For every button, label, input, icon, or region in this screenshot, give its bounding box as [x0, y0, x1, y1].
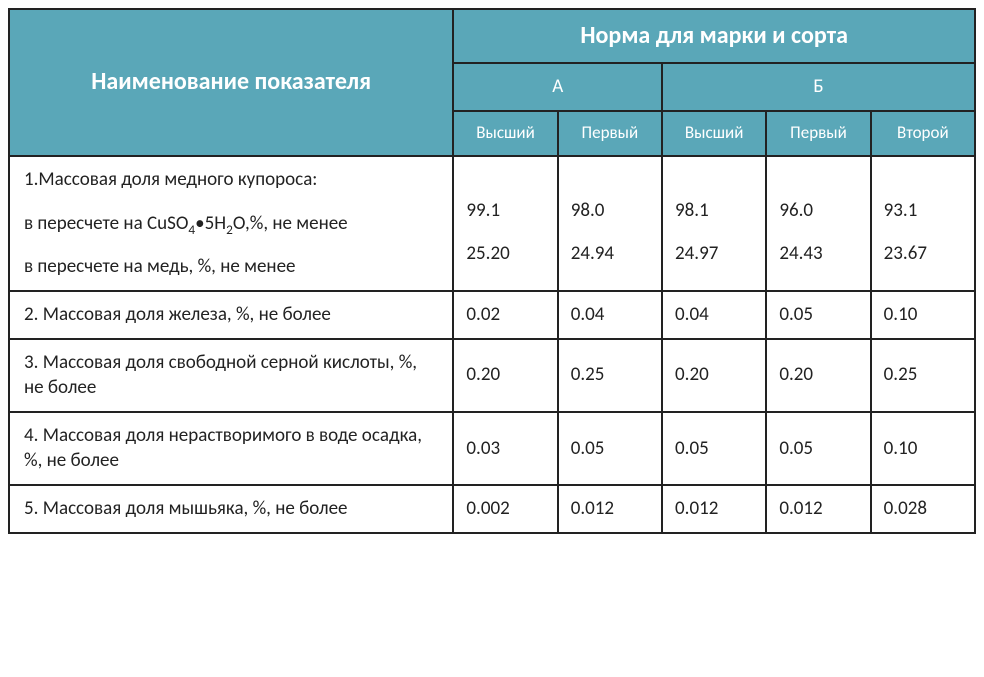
value-cell: 0.20 — [453, 339, 557, 412]
table-head: Наименование показателя Норма для марки … — [9, 9, 975, 156]
row-name-line: 1.Массовая доля медного купороса: — [24, 167, 438, 193]
col-header-grade-a-high: Высший — [453, 111, 557, 156]
value-cell: 0.25 — [558, 339, 662, 412]
row-name-cell: 3. Массовая доля свободной серной кислот… — [9, 339, 453, 412]
value-cell: 96.0 24.43 — [766, 156, 870, 291]
value-text: 23.67 — [884, 241, 962, 267]
col-header-grade-b-high: Высший — [662, 111, 766, 156]
table-row: 3. Массовая доля свободной серной кислот… — [9, 339, 975, 412]
value-cell: 0.10 — [871, 291, 975, 339]
value-text: 96.0 — [779, 198, 857, 224]
col-header-mark-b: Б — [662, 63, 975, 111]
value-cell: 0.04 — [662, 291, 766, 339]
value-cell: 0.05 — [558, 412, 662, 485]
value-cell: 0.05 — [766, 291, 870, 339]
value-cell: 0.012 — [766, 485, 870, 533]
value-cell: 0.002 — [453, 485, 557, 533]
col-header-norm: Норма для марки и сорта — [453, 9, 975, 63]
value-cell: 0.20 — [662, 339, 766, 412]
table-row: 2. Массовая доля железа, %, не более 0.0… — [9, 291, 975, 339]
value-text: 25.20 — [466, 241, 544, 267]
value-text: 93.1 — [884, 198, 962, 224]
value-cell: 0.20 — [766, 339, 870, 412]
value-cell: 0.012 — [558, 485, 662, 533]
col-header-grade-a-first: Первый — [558, 111, 662, 156]
col-header-grade-b-first: Первый — [766, 111, 870, 156]
table-row: 1.Массовая доля медного купороса: в пере… — [9, 156, 975, 291]
row-name-line: в пересчете на медь, %, не менее — [24, 254, 438, 280]
value-cell: 0.012 — [662, 485, 766, 533]
value-text: 98.1 — [675, 198, 753, 224]
table-row: 5. Массовая доля мышьяка, %, не более 0.… — [9, 485, 975, 533]
value-text: 24.43 — [779, 241, 857, 267]
row-name-cell: 1.Массовая доля медного купороса: в пере… — [9, 156, 453, 291]
value-cell: 0.05 — [662, 412, 766, 485]
value-cell: 0.10 — [871, 412, 975, 485]
blank-line — [24, 236, 438, 254]
blank-line — [24, 193, 438, 211]
value-cell: 98.0 24.94 — [558, 156, 662, 291]
row-name-cell: 4. Массовая доля нерастворимого в воде о… — [9, 412, 453, 485]
value-cell: 0.028 — [871, 485, 975, 533]
value-cell: 99.1 25.20 — [453, 156, 557, 291]
value-text: 98.0 — [571, 198, 649, 224]
value-cell: 0.05 — [766, 412, 870, 485]
value-cell: 93.1 23.67 — [871, 156, 975, 291]
table-row: 4. Массовая доля нерастворимого в воде о… — [9, 412, 975, 485]
row-name-line: в пересчете на CuSO4•5H2O,%, не менее — [24, 211, 438, 237]
value-text: 99.1 — [466, 198, 544, 224]
value-text: 24.94 — [571, 241, 649, 267]
col-header-grade-b-second: Второй — [871, 111, 975, 156]
table-body: 1.Массовая доля медного купороса: в пере… — [9, 156, 975, 533]
spec-table: Наименование показателя Норма для марки … — [8, 8, 976, 534]
row-name-cell: 5. Массовая доля мышьяка, %, не более — [9, 485, 453, 533]
col-header-name: Наименование показателя — [9, 9, 453, 156]
value-cell: 98.1 24.97 — [662, 156, 766, 291]
value-cell: 0.04 — [558, 291, 662, 339]
value-cell: 0.25 — [871, 339, 975, 412]
value-cell: 0.03 — [453, 412, 557, 485]
value-text: 24.97 — [675, 241, 753, 267]
value-cell: 0.02 — [453, 291, 557, 339]
row-name-cell: 2. Массовая доля железа, %, не более — [9, 291, 453, 339]
col-header-mark-a: А — [453, 63, 662, 111]
